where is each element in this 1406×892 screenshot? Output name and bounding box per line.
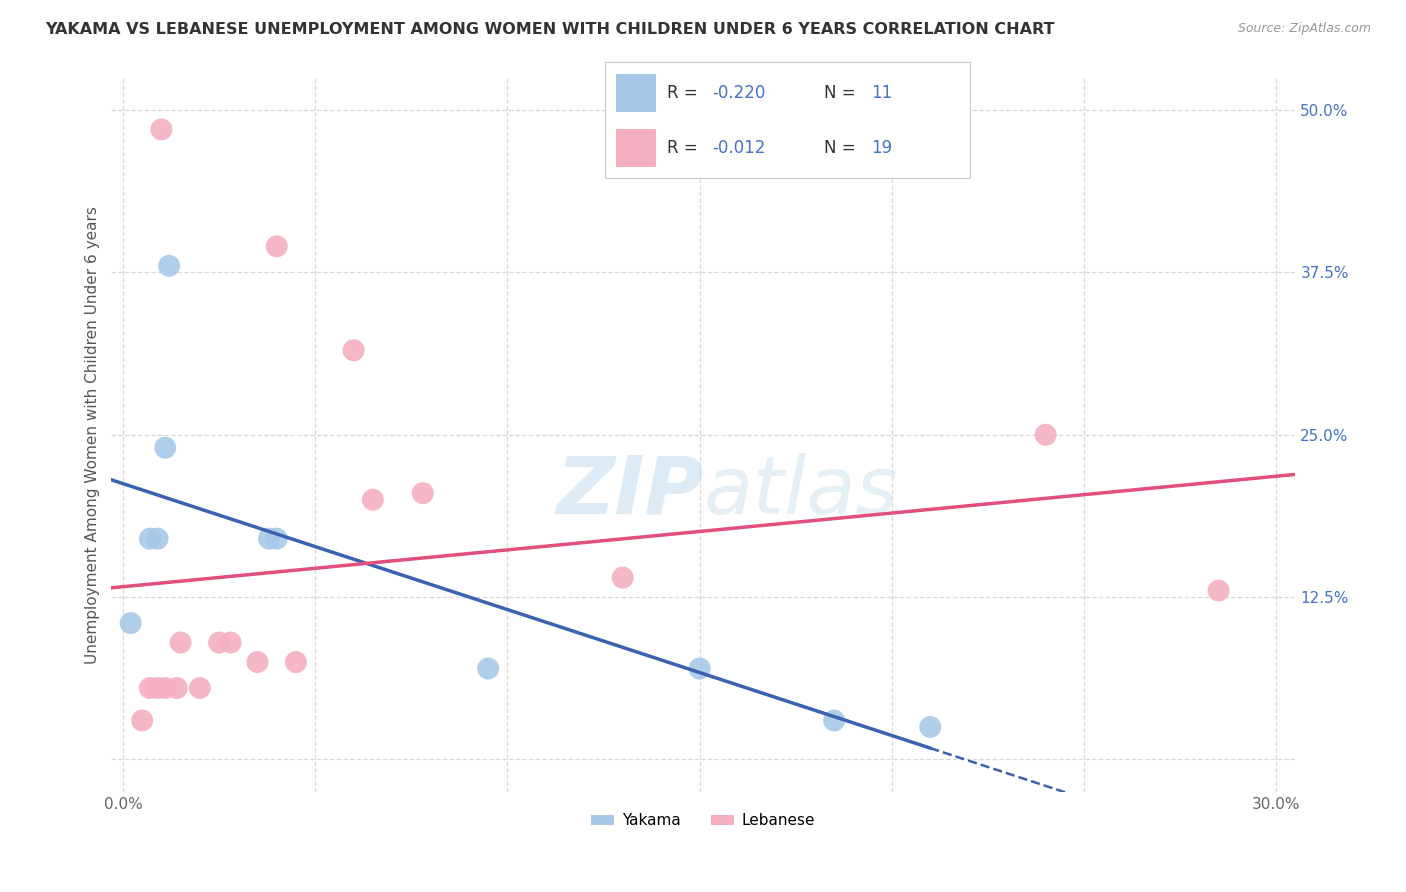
Point [284,655,307,669]
Point [146,681,169,695]
Point [155,441,177,455]
Point [150,122,173,136]
Text: ZIP: ZIP [555,453,703,531]
Text: R =: R = [666,138,703,157]
Point [219,635,242,649]
Point [612,571,634,585]
Legend: Yakama, Lebanese: Yakama, Lebanese [585,807,821,834]
Text: YAKAMA VS LEBANESE UNEMPLOYMENT AMONG WOMEN WITH CHILDREN UNDER 6 YEARS CORRELAT: YAKAMA VS LEBANESE UNEMPLOYMENT AMONG WO… [45,22,1054,37]
Point [131,714,153,728]
Point [1208,583,1230,598]
Point [120,616,142,631]
Text: atlas: atlas [703,453,898,531]
Point [157,259,180,273]
Text: Source: ZipAtlas.com: Source: ZipAtlas.com [1237,22,1371,36]
Bar [616,74,655,112]
Point [823,714,845,728]
Point [477,661,499,675]
Point [689,661,711,675]
Point [361,492,384,507]
Text: N =: N = [824,84,860,103]
Point [257,532,280,546]
Point [920,720,942,734]
Text: R =: R = [666,84,703,103]
Point [412,486,434,500]
Point [166,681,188,695]
Point [208,635,231,649]
Point [155,681,177,695]
Point [188,681,211,695]
Point [169,635,191,649]
Point [139,532,162,546]
Bar [616,128,655,167]
Text: N =: N = [824,138,860,157]
Point [266,532,288,546]
Point [1035,427,1057,442]
Point [266,239,288,253]
Text: -0.220: -0.220 [713,84,766,103]
Point [139,681,162,695]
Text: 11: 11 [872,84,893,103]
Y-axis label: Unemployment Among Women with Children Under 6 years: Unemployment Among Women with Children U… [86,206,100,664]
Point [342,343,364,358]
Point [146,532,169,546]
Text: 19: 19 [872,138,893,157]
Text: -0.012: -0.012 [713,138,766,157]
Point [246,655,269,669]
